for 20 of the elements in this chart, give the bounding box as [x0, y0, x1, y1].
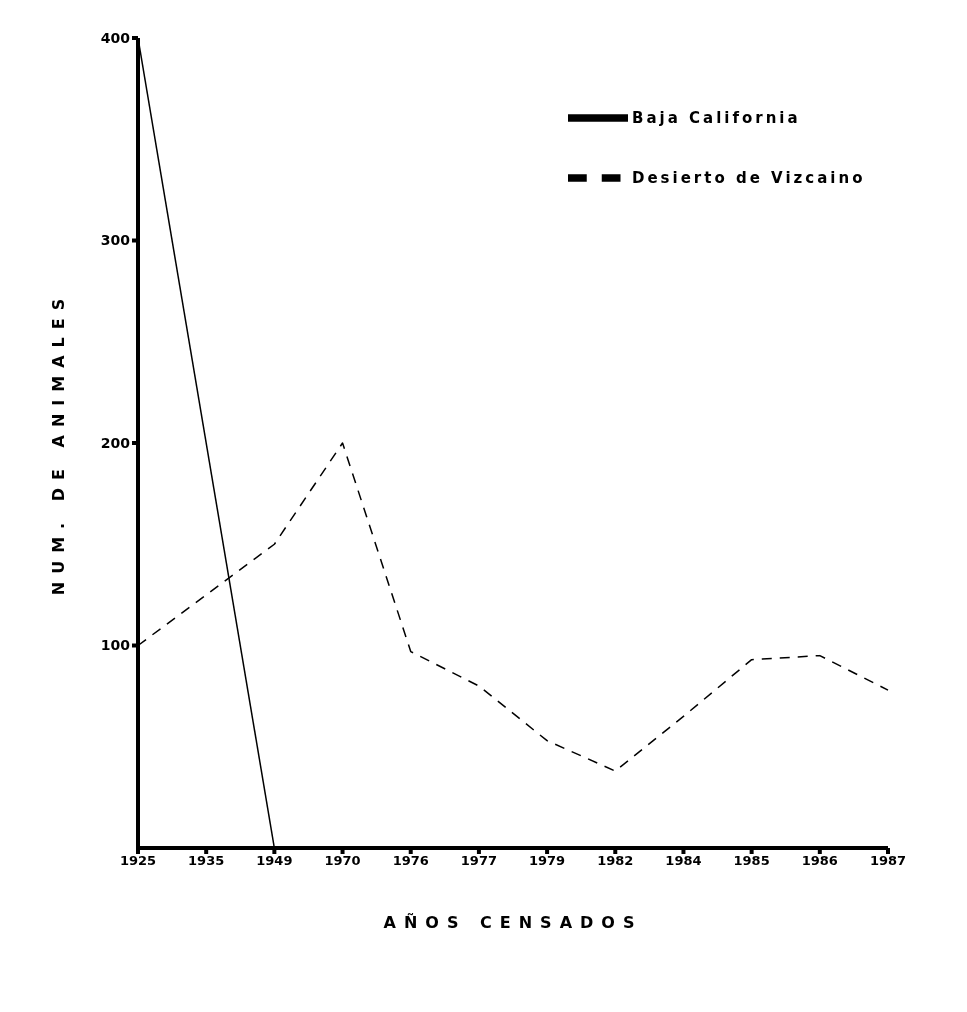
y-tick-label: 400 [100, 29, 131, 46]
legend-label: Desierto de Vizcaino [632, 168, 866, 187]
x-tick-label: 1970 [324, 853, 361, 869]
x-tick-label: 1984 [665, 853, 702, 869]
x-axis-title: AÑOS CENSADOS [383, 913, 643, 932]
x-tick-label: 1982 [597, 853, 634, 869]
x-tick-label: 1979 [529, 853, 566, 869]
x-tick-label: 1976 [392, 853, 429, 869]
x-tick-label: 1925 [119, 853, 157, 869]
x-tick-label: 1949 [256, 853, 293, 869]
y-axis-title: NUM. DE ANIMALES [48, 290, 68, 596]
y-tick-label: 100 [100, 637, 131, 654]
x-tick-label: 1977 [460, 853, 497, 869]
x-tick-label: 1987 [869, 853, 907, 869]
legend-label: Baja California [632, 108, 801, 127]
x-tick-label: 1986 [801, 853, 838, 869]
y-tick-label: 200 [100, 434, 131, 451]
y-tick-label: 300 [100, 232, 131, 249]
x-tick-label: 1935 [188, 853, 225, 869]
x-tick-label: 1985 [733, 853, 770, 869]
